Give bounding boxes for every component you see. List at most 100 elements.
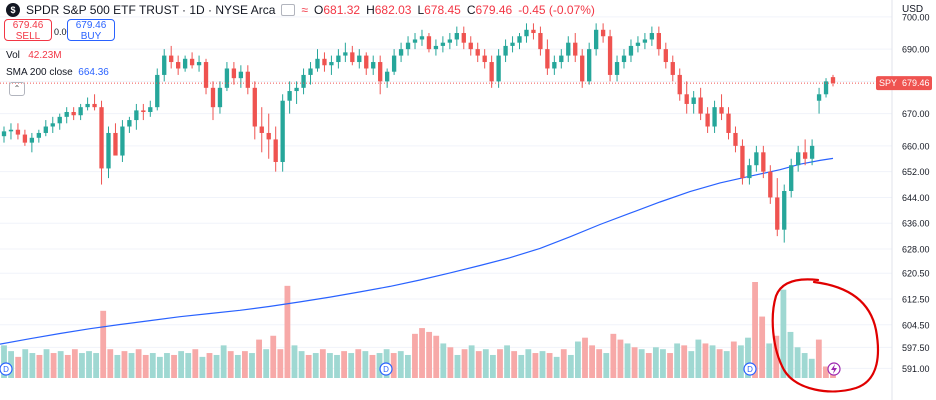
candle-body xyxy=(57,116,62,124)
candle-body xyxy=(315,58,320,69)
candle-body xyxy=(740,145,745,179)
candle xyxy=(371,55,376,75)
volume-bar xyxy=(369,354,376,378)
symbol-title[interactable]: SPDR S&P 500 ETF TRUST · 1D · NYSE Arca xyxy=(26,3,276,17)
square-toggle-icon[interactable] xyxy=(281,4,296,16)
volume-bar xyxy=(780,289,787,378)
candle xyxy=(440,36,446,53)
candle-body xyxy=(587,49,592,82)
buy-button[interactable]: 679.46 BUY xyxy=(67,19,115,42)
volume-legend[interactable]: Vol 42.23M xyxy=(6,50,62,61)
volume-bar xyxy=(525,349,532,378)
candle-body xyxy=(531,29,536,34)
candle xyxy=(656,26,661,56)
candle xyxy=(719,94,724,121)
volume-bar xyxy=(135,349,142,378)
candle xyxy=(538,26,543,56)
volume-bar xyxy=(192,349,199,378)
candle-body xyxy=(231,68,237,79)
volume-bar xyxy=(376,353,383,378)
volume-bars xyxy=(1,282,836,378)
candle-body xyxy=(64,112,69,117)
volume-bar xyxy=(652,347,659,378)
volume-bar xyxy=(596,349,603,378)
candle-body xyxy=(419,36,425,40)
candle-body xyxy=(15,129,21,135)
candle xyxy=(176,55,181,75)
volume-bar xyxy=(15,356,22,378)
candle-body xyxy=(593,29,599,50)
volume-bar xyxy=(341,351,348,378)
candle-body xyxy=(712,107,717,127)
candle-body xyxy=(559,55,564,63)
volume-bar xyxy=(256,339,262,378)
volume-bar xyxy=(43,349,50,378)
volume-bar xyxy=(660,349,666,378)
candle xyxy=(329,55,334,75)
volume-bar xyxy=(100,310,107,378)
candle-body xyxy=(113,132,118,156)
volume-bar xyxy=(227,351,234,378)
candle-body xyxy=(273,139,278,162)
candle-body xyxy=(343,52,348,56)
volume-bar xyxy=(794,347,801,378)
volume-bar xyxy=(121,351,128,378)
dividend-marker[interactable]: D xyxy=(0,362,13,376)
dividend-marker[interactable]: D xyxy=(379,362,393,376)
candle-body xyxy=(719,107,724,114)
dividend-marker-letter: D xyxy=(383,365,389,374)
volume-bar xyxy=(29,353,36,378)
candle xyxy=(391,49,397,75)
volume-bar xyxy=(312,353,319,378)
volume-bar xyxy=(298,351,305,378)
ohlc-low: L678.45 xyxy=(417,3,461,17)
candle-body xyxy=(663,49,668,63)
flash-icon[interactable] xyxy=(827,362,841,376)
candle xyxy=(496,49,501,88)
candle-body xyxy=(92,103,97,108)
candle-body xyxy=(496,55,501,82)
volume-bar xyxy=(390,353,397,378)
volume-bar xyxy=(759,316,766,378)
candle-body xyxy=(698,97,703,114)
candle-body xyxy=(433,45,439,50)
candle xyxy=(36,129,41,143)
candle xyxy=(768,165,773,204)
candle-body xyxy=(99,107,104,169)
candle-body xyxy=(691,97,696,104)
volume-bar xyxy=(107,349,114,378)
dividend-marker[interactable]: D xyxy=(743,362,757,376)
candle xyxy=(99,100,104,185)
candle-body xyxy=(642,39,648,43)
price-axis[interactable]: 700.00690.00680.00670.00660.00652.00644.… xyxy=(891,0,930,400)
currency-label[interactable]: USD xyxy=(902,4,924,15)
candle-body xyxy=(482,55,487,63)
volume-bar xyxy=(305,354,312,378)
candle-body xyxy=(36,132,41,138)
candle-body xyxy=(259,126,264,133)
volume-bar xyxy=(213,354,220,378)
candle xyxy=(677,68,682,101)
volume-bar xyxy=(823,366,829,378)
sell-button[interactable]: 679.46 SELL xyxy=(4,19,52,42)
volume-bar xyxy=(397,351,404,378)
candle xyxy=(566,36,571,63)
candle-body xyxy=(301,74,306,88)
volume-bar xyxy=(745,337,751,378)
candle-body xyxy=(371,62,376,69)
volume-bar xyxy=(801,353,808,378)
candle xyxy=(580,49,585,88)
candle xyxy=(357,49,362,69)
collapse-legend-icon[interactable]: ⌃ xyxy=(9,82,25,96)
volume-bar xyxy=(553,356,560,378)
candle xyxy=(426,33,432,53)
compare-wave-icon[interactable]: ≈ xyxy=(301,3,309,17)
sma-legend[interactable]: SMA 200 close 664.36 xyxy=(6,67,109,78)
volume-bar xyxy=(447,347,454,378)
y-tick-label: 690.00 xyxy=(902,45,930,55)
volume-bar xyxy=(489,354,496,378)
y-tick-label: 660.00 xyxy=(902,141,930,151)
volume-bar xyxy=(277,349,284,378)
